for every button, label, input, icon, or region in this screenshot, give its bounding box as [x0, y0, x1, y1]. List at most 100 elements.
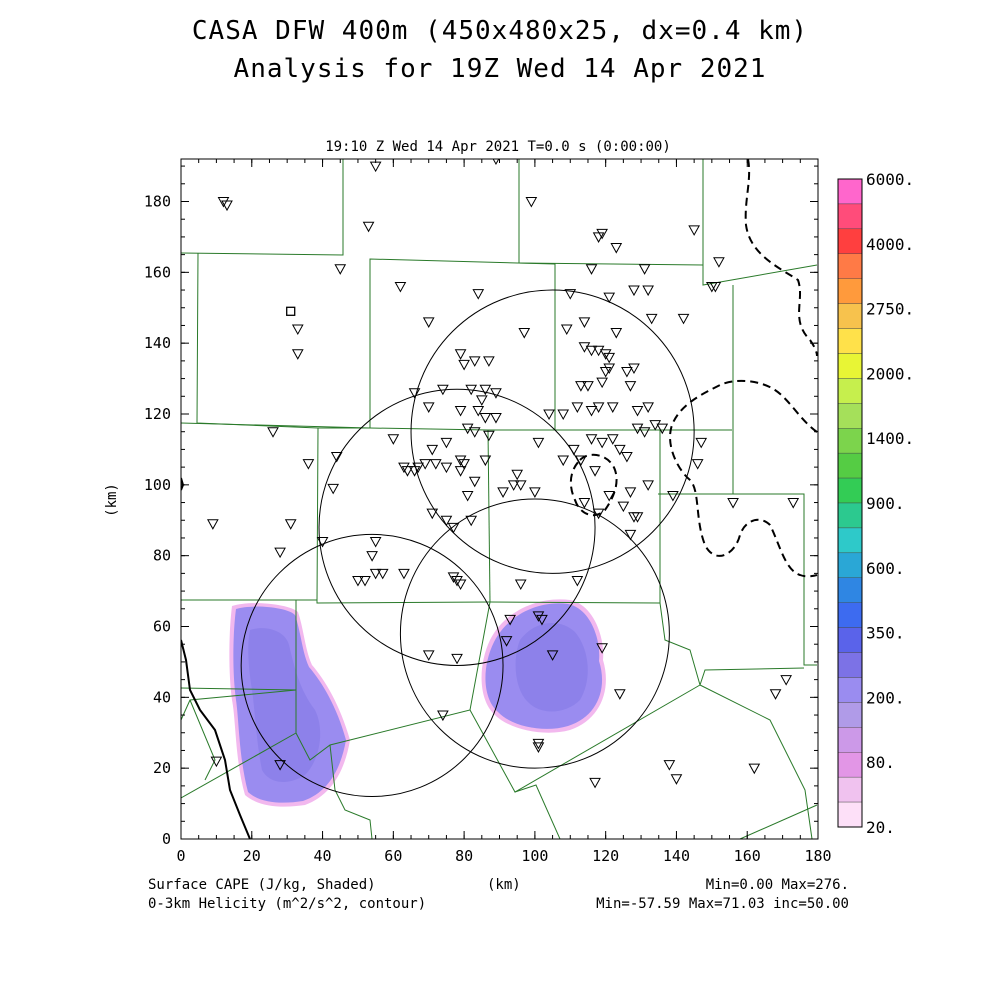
station-marker [207, 519, 219, 530]
station-marker [330, 452, 343, 463]
station-marker [631, 405, 644, 417]
radar-range-circle [399, 498, 670, 769]
station-marker [479, 413, 492, 424]
y-axis-label: (km) [104, 483, 120, 517]
station-marker [610, 328, 623, 339]
colorbar-swatch [837, 203, 863, 230]
station-marker [589, 777, 601, 789]
station-marker [302, 459, 315, 470]
station-marker [596, 377, 608, 389]
colorbar-frame [837, 178, 863, 828]
station-marker [645, 313, 658, 325]
station-marker [603, 490, 616, 502]
station-marker [536, 614, 548, 626]
colorbar-swatch [837, 702, 863, 728]
station-marker [483, 430, 495, 442]
x-tick-label: 160 [734, 847, 761, 865]
x-tick-label: 180 [804, 847, 831, 865]
station-marker [334, 264, 347, 275]
station-marker [656, 423, 669, 435]
station-marker [642, 285, 654, 297]
station-marker [663, 760, 676, 771]
station-marker [507, 480, 520, 491]
station-marker [585, 405, 598, 417]
station-marker [560, 324, 573, 336]
colorbar-swatch [837, 801, 863, 828]
station-marker [624, 381, 637, 392]
y-tick-label: 80 [153, 547, 171, 565]
station-marker [291, 349, 304, 360]
station-marker [603, 363, 616, 374]
station-marker [369, 537, 382, 548]
station-marker [667, 490, 679, 502]
y-tick-label: 20 [153, 759, 171, 777]
station-marker [592, 345, 605, 357]
station-marker [451, 575, 463, 587]
station-marker [695, 437, 708, 449]
colorbar-swatch [837, 278, 863, 304]
colorbar-swatch [837, 303, 863, 329]
station-marker [596, 643, 608, 654]
station-marker [613, 444, 626, 456]
colorbar-swatch [837, 552, 863, 578]
station-marker [769, 689, 782, 700]
station-marker [468, 476, 481, 488]
station-marker [426, 444, 439, 456]
station-marker [500, 636, 513, 647]
station-marker [628, 285, 640, 297]
station-marker [429, 459, 442, 470]
observation-stations [207, 159, 800, 789]
x-tick-label: 120 [592, 847, 619, 865]
station-marker [369, 568, 382, 580]
station-marker [408, 388, 421, 399]
colorbar-swatch [837, 627, 863, 653]
station-marker [578, 498, 591, 509]
colorbar-swatch [837, 527, 863, 554]
station-marker [437, 384, 449, 396]
colorbar-swatch [837, 577, 863, 603]
station-marker [677, 313, 690, 325]
station-marker [532, 611, 545, 622]
station-marker [394, 282, 407, 293]
colorbar-swatch [837, 502, 863, 529]
county-boundaries [181, 159, 818, 839]
station-marker [543, 409, 555, 421]
colorbar-label: 6000. [866, 170, 914, 189]
station-marker [578, 342, 591, 353]
station-marker [585, 434, 598, 445]
colorbar-swatch [837, 353, 863, 379]
colorbar-swatch [837, 428, 863, 454]
station-marker [603, 352, 616, 364]
station-marker [589, 466, 601, 477]
colorbar-swatch [837, 776, 863, 803]
station-marker [447, 522, 460, 534]
station-marker [274, 547, 286, 559]
station-marker [596, 437, 608, 449]
footer-helicity-label: 0-3km Helicity (m^2/s^2, contour) [148, 896, 427, 912]
station-marker [514, 579, 527, 591]
colorbar: 6000. 4000. 2750. 2000. 1400. 900. 600. 350. 200… [837, 170, 914, 837]
station-marker [398, 462, 410, 474]
station-marker [642, 480, 654, 491]
station-marker [585, 345, 598, 357]
station-marker [624, 487, 637, 498]
station-marker [571, 402, 584, 413]
map-area [181, 159, 818, 839]
x-tick-label: 20 [243, 847, 261, 865]
station-marker [274, 760, 286, 771]
station-marker [451, 653, 463, 665]
station-marker [472, 289, 485, 300]
station-marker [267, 427, 279, 438]
station-marker [709, 282, 722, 293]
helicity-contours [569, 159, 818, 578]
station-marker [557, 409, 570, 421]
station-marker [628, 363, 640, 374]
station-marker [532, 742, 545, 753]
station-marker [352, 575, 364, 587]
x-axis-label: (km) [487, 877, 521, 893]
station-marker [575, 455, 587, 467]
colorbar-swatch [837, 178, 863, 205]
radar-range-circle [318, 388, 596, 666]
station-marker [454, 455, 467, 467]
footer-cape-minmax: Min=0.00 Max=276. [705, 877, 849, 893]
